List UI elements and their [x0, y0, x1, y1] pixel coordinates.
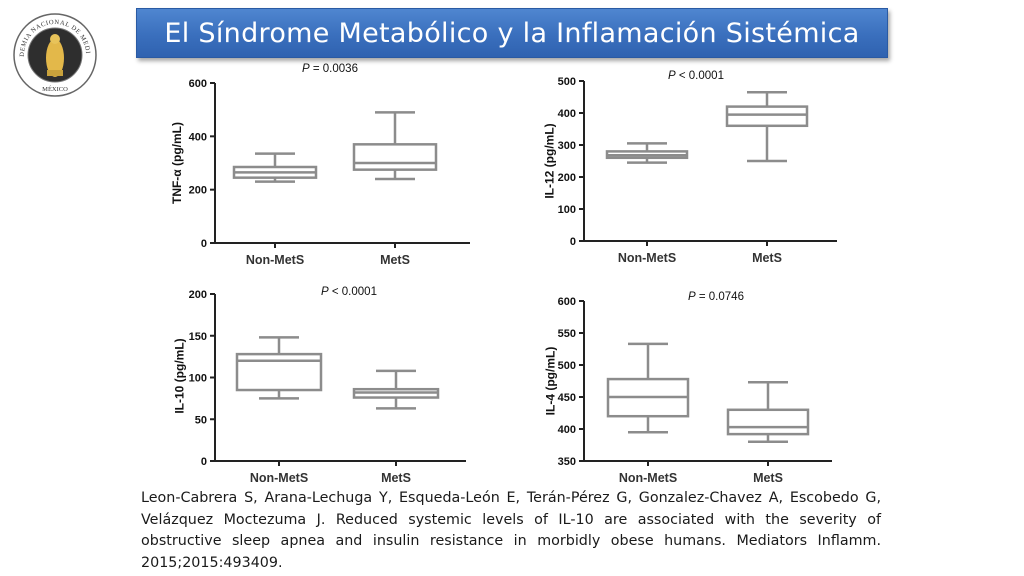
title-banner: El Síndrome Metabólico y la Inflamación … — [136, 8, 888, 58]
x-tick-label: MetS — [380, 253, 410, 267]
y-tick-label: 200 — [558, 172, 576, 184]
y-tick-label: 300 — [558, 140, 576, 152]
x-tick-label: MetS — [752, 251, 782, 265]
y-tick-label: 400 — [558, 424, 576, 436]
x-tick-label: Non-MetS — [246, 253, 304, 267]
x-tick-label: MetS — [381, 471, 411, 485]
y-tick-label: 150 — [189, 331, 207, 343]
y-tick-label: 600 — [558, 296, 576, 308]
y-tick-label: 400 — [558, 108, 576, 120]
y-tick-label: 350 — [558, 456, 576, 468]
box-iqr — [725, 105, 809, 128]
y-tick-label: 550 — [558, 328, 576, 340]
logo-bottom-text: MÉXICO — [42, 85, 68, 93]
x-tick-label: MetS — [753, 471, 783, 485]
y-tick-label: 500 — [558, 360, 576, 372]
y-tick-label: 0 — [201, 238, 207, 250]
box-iqr — [726, 408, 810, 436]
y-tick-label: 450 — [558, 392, 576, 404]
y-tick-label: 200 — [189, 185, 207, 197]
x-tick-label: Non-MetS — [619, 471, 677, 485]
y-tick-label: 200 — [189, 289, 207, 301]
p-value-3: P < 0.0001 — [321, 286, 377, 298]
academy-logo: ACADEMIA NACIONAL DE MEDICINA MÉXICO — [9, 7, 98, 98]
p-value-4: P = 0.0746 — [688, 291, 744, 303]
y-tick-label: 0 — [570, 236, 576, 248]
x-tick-label: Non-MetS — [618, 251, 676, 265]
y-tick-label: 100 — [189, 373, 207, 385]
y-tick-label: 400 — [189, 131, 207, 143]
y-tick-label: 500 — [558, 76, 576, 88]
box-iqr — [352, 143, 438, 171]
academy-seal-icon: ACADEMIA NACIONAL DE MEDICINA MÉXICO — [9, 7, 97, 97]
y-tick-label: 600 — [189, 78, 207, 90]
y-tick-label: 100 — [558, 204, 576, 216]
x-tick-label: Non-MetS — [250, 471, 308, 485]
y-tick-label: 0 — [201, 456, 207, 468]
p-value-2: P < 0.0001 — [668, 70, 724, 82]
y-tick-label: 50 — [195, 414, 207, 426]
p-value-1: P = 0.0036 — [302, 63, 358, 75]
page-title: El Síndrome Metabólico y la Inflamación … — [164, 17, 860, 49]
citation-text: Leon-Cabrera S, Arana-Lechuga Y, Esqueda… — [141, 490, 881, 571]
